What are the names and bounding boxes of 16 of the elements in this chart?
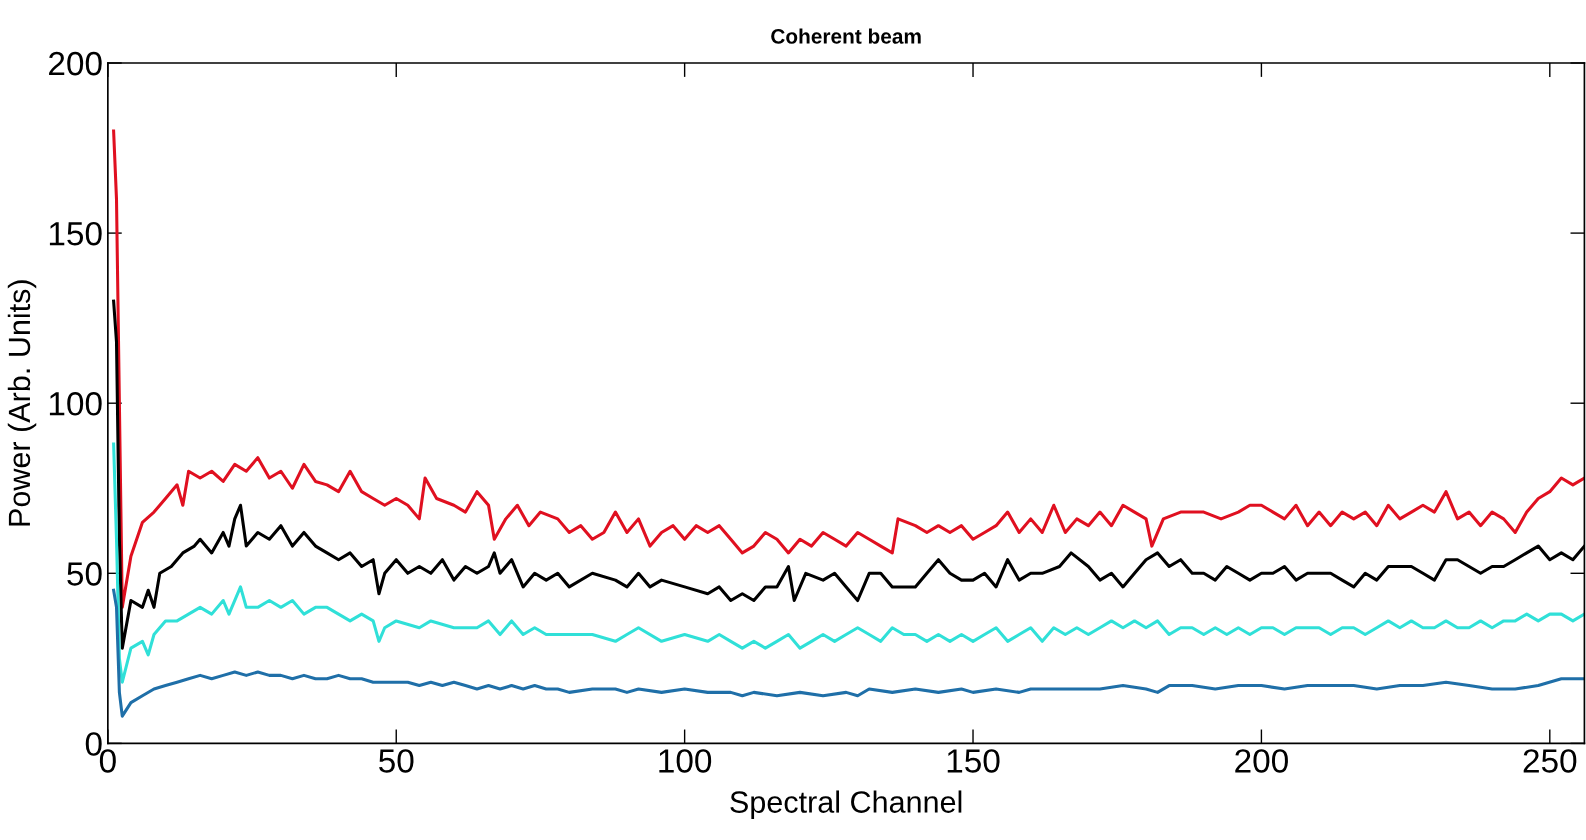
y-tick-label: 200 (49, 51, 102, 76)
x-tick-label: 200 (1235, 749, 1288, 773)
chart-title: Coherent beam (771, 28, 921, 44)
line-series (112, 129, 1585, 609)
y-tick-label: 100 (49, 392, 102, 416)
y-tick-label: 150 (49, 221, 102, 246)
y-tick-label: 0 (85, 732, 102, 756)
x-tick-label: 150 (947, 749, 1000, 773)
y-tick-label: 50 (67, 562, 102, 586)
x-tick-label: 50 (379, 749, 414, 773)
line-series (112, 588, 1585, 718)
x-axis-title: Spectral Channel (730, 790, 962, 819)
x-tick-label: 250 (1523, 749, 1577, 773)
line-series (112, 442, 1585, 684)
x-tick-label: 100 (659, 749, 712, 773)
y-axis-title: Power (Arb. Units) (7, 280, 37, 526)
